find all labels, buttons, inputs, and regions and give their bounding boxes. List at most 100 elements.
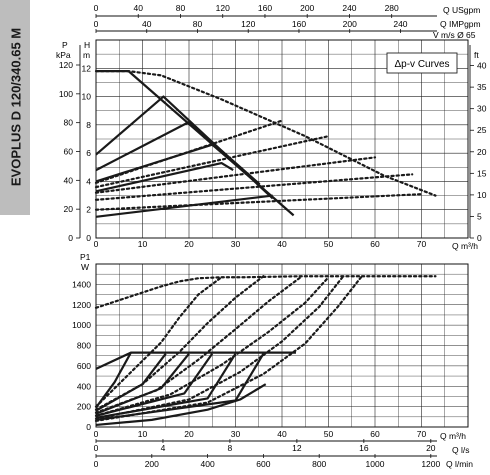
power-series [94, 275, 437, 427]
h-m-label-h: H [84, 40, 90, 50]
usgpm-tick-label: 200 [300, 3, 314, 13]
q-ls-tick-label: 12 [292, 443, 302, 453]
head-curve-solid [95, 120, 261, 186]
q-m3h-tick-label: 70 [417, 429, 427, 439]
p-kpa-tick-label: 20 [64, 204, 74, 214]
p-kpa-tick-label: 40 [64, 175, 74, 185]
power-grid [95, 263, 469, 428]
head-h-tick-label: 6 [86, 148, 91, 158]
power-curve-solid [95, 352, 167, 412]
ft-tick-label: 15 [477, 168, 487, 178]
power-y-tick-label: 800 [77, 341, 91, 351]
power-curve-solid [95, 353, 214, 417]
power-y-tick-label: 600 [77, 361, 91, 371]
power-y-tick-label: 1000 [72, 320, 91, 330]
head-h-tick-label: 10 [82, 92, 92, 102]
p-kpa-tick-label: 120 [59, 60, 73, 70]
impgpm-axis-label: Q IMPgpm [440, 19, 481, 29]
head-h-tick-label: 8 [86, 120, 91, 130]
ft-tick-label: 40 [477, 61, 487, 71]
head-x-tick-label: 50 [324, 239, 334, 249]
head-right-axis-label: ft [474, 50, 479, 60]
power-y-tick-label: 1400 [72, 279, 91, 289]
usgpm-tick-label: 280 [385, 3, 399, 13]
p-kpa-tick-label: 80 [64, 118, 74, 128]
q-ls-tick-label: 0 [94, 443, 99, 453]
q-m3h-tick-label: 10 [138, 429, 148, 439]
head-curve-solid [95, 95, 274, 200]
head-axes: 0 10 20 30 40 50 60 700246810120204060801001200… [59, 3, 487, 249]
head-curve-dotted [94, 173, 414, 201]
head-curve-dotted [94, 119, 284, 184]
dp-v-legend-box [386, 52, 458, 74]
power-curve-dotted [94, 276, 344, 420]
q-m3h-tick-label: 40 [277, 429, 287, 439]
head-h-tick-label: 4 [86, 176, 91, 186]
q-m3h-tick-label: 0 [94, 429, 99, 439]
q-ls-tick-label: 8 [228, 443, 233, 453]
power-y-tick-label: 1200 [72, 300, 91, 310]
head-x-tick-label: 20 [184, 239, 194, 249]
head-h-tick-label: 12 [82, 63, 92, 73]
impgpm-tick-label: 240 [393, 19, 407, 29]
head-curve-solid [96, 70, 295, 217]
p1-label-unit: W [81, 262, 89, 272]
head-x-tick-label: 10 [138, 239, 148, 249]
power-curve-dotted [94, 276, 330, 417]
ft-tick-label: 30 [477, 104, 487, 114]
p-kpa-tick-label: 60 [64, 146, 74, 156]
ft-tick-label: 35 [477, 82, 487, 92]
head-h-tick-label: 2 [86, 205, 91, 215]
head-x-tick-label: 60 [370, 239, 380, 249]
h-m-label-unit: m [83, 50, 90, 60]
impgpm-tick-label: 0 [94, 19, 99, 29]
q-lmin-tick-label: 0 [94, 459, 99, 469]
head-x-tick-label: 40 [277, 239, 287, 249]
ft-tick-label: 25 [477, 125, 487, 135]
q-m3h-tick-label: 30 [231, 429, 241, 439]
head-plot-frame [95, 39, 469, 239]
q-lmin-bottom-label: Q l/min [446, 459, 473, 469]
head-curve-dotted [94, 156, 377, 194]
q-lmin-tick-label: 1200 [421, 459, 440, 469]
power-y-tick-label: 0 [86, 422, 91, 432]
ft-tick-label: 0 [477, 233, 482, 243]
q-ls-tick-label: 20 [426, 443, 436, 453]
q-lmin-tick-label: 200 [145, 459, 159, 469]
head-curve-dotted [94, 70, 437, 197]
q-lmin-tick-label: 400 [201, 459, 215, 469]
usgpm-tick-label: 120 [216, 3, 230, 13]
flow-m3h-axis-label: Q m³/h [452, 241, 478, 251]
power-curve-dotted [94, 276, 302, 414]
q-ls-bottom-label: Q l/s [452, 445, 469, 455]
head-chart: 0 10 20 30 40 50 60 700246810120204060801001200… [56, 3, 487, 251]
q-m3h-tick-label: 60 [370, 429, 380, 439]
usgpm-tick-label: 40 [134, 3, 144, 13]
head-curve-dotted [94, 135, 330, 189]
ft-tick-label: 10 [477, 190, 487, 200]
q-ls-tick-label: 16 [359, 443, 369, 453]
impgpm-tick-label: 40 [142, 19, 152, 29]
p-kpa-tick-label: 100 [59, 89, 73, 99]
power-curve-dotted [94, 276, 223, 408]
q-ls-tick-label: 4 [161, 443, 166, 453]
power-y-tick-label: 200 [77, 402, 91, 412]
ft-tick-label: 20 [477, 147, 487, 157]
power-curve-dotted [94, 276, 363, 422]
dp-v-legend: Δp-v Curves [386, 52, 458, 74]
p-kpa-label-unit: kPa [56, 50, 71, 60]
head-x-tick-label: 0 [94, 239, 99, 249]
q-m3h-tick-label: 50 [324, 429, 334, 439]
q-m3h-tick-label: 20 [184, 429, 194, 439]
head-curve-solid [95, 161, 234, 193]
q-lmin-tick-label: 600 [256, 459, 270, 469]
usgpm-tick-label: 80 [176, 3, 186, 13]
power-curve-solid [95, 352, 132, 409]
velocity-axis-label: V m/s Ø 65 [433, 30, 476, 40]
head-h-tick-label: 0 [86, 233, 91, 243]
p-kpa-label-p: P [62, 40, 68, 50]
usgpm-tick-label: 240 [342, 3, 356, 13]
